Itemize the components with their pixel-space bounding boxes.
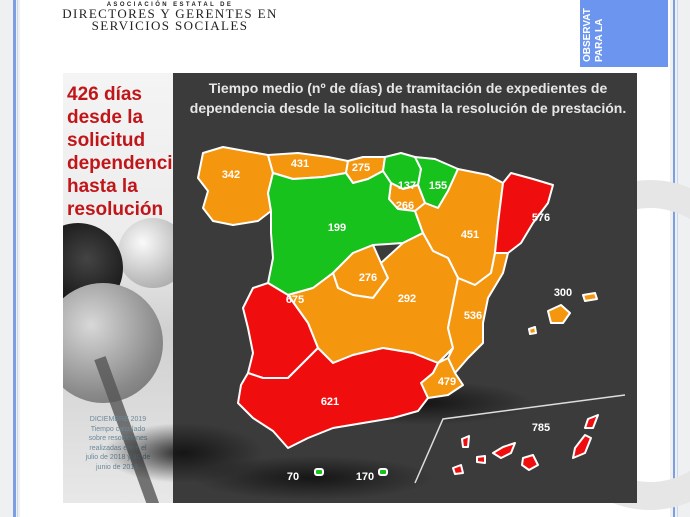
infographic-poster: 426 días desde la solicitud dependencia … <box>63 73 637 503</box>
label-andalusia: 621 <box>321 396 339 408</box>
label-catalonia: 576 <box>532 212 550 224</box>
headline: 426 días desde la solicitud dependencia … <box>67 84 173 220</box>
org-line-1: ASOCIACIÓN ESTATAL DE <box>106 2 234 8</box>
region-valencia <box>447 252 509 374</box>
region-andalusia <box>237 347 439 449</box>
region-canarias-tenerife <box>492 442 516 459</box>
page-left-margin <box>0 0 20 517</box>
region-canarias-gran-canaria <box>521 454 539 471</box>
label-la-rioja: 266 <box>396 200 414 212</box>
label-aragon: 451 <box>461 229 479 241</box>
label-ceuta: 70 <box>287 471 299 483</box>
margin-rule <box>13 0 16 517</box>
map-title: Tiempo medio (nº de días) de tramitación… <box>189 80 627 116</box>
region-canarias-hierro <box>452 464 464 475</box>
region-melilla <box>378 468 388 476</box>
organization-header: ASOCIACIÓN ESTATAL DE DIRECTORES Y GEREN… <box>40 0 300 32</box>
region-ceuta <box>314 468 324 476</box>
observatory-side-tab: OBSERVAT PARA LA <box>580 0 668 67</box>
label-baleares: 300 <box>554 287 572 299</box>
label-murcia: 479 <box>438 376 456 388</box>
spain-choropleth-map: 342 431 275 137 155 266 199 451 576 276 … <box>103 146 626 500</box>
region-canarias-la-palma <box>461 435 470 448</box>
org-line-2: DIRECTORES Y GERENTES EN <box>62 6 278 21</box>
region-canarias-lanzarote <box>584 414 599 429</box>
label-valencia: 536 <box>464 310 482 322</box>
region-canarias-fuerteventura <box>572 434 592 459</box>
region-catalonia <box>494 172 554 254</box>
org-line-3: SERVICIOS SOCIALES <box>91 18 249 33</box>
margin-rule-inner <box>17 0 18 517</box>
region-baleares-ibiza <box>528 326 537 335</box>
region-canarias-gomera <box>476 455 486 464</box>
label-extremadura: 675 <box>286 294 304 306</box>
region-baleares-menorca <box>582 292 598 302</box>
label-asturias: 431 <box>291 158 309 170</box>
region-galicia <box>197 146 274 226</box>
canarias-divider-line <box>414 394 626 484</box>
label-cantabria: 275 <box>352 162 370 174</box>
observatory-tab-text: OBSERVAT PARA LA <box>582 8 605 62</box>
label-pais-vasco: 137 <box>398 180 416 192</box>
label-castilla-leon: 199 <box>328 222 346 234</box>
decorative-pin-ball <box>118 218 173 288</box>
label-melilla: 170 <box>356 471 374 483</box>
label-navarra: 155 <box>429 180 447 192</box>
label-castilla-la-mancha: 292 <box>398 293 416 305</box>
label-madrid: 276 <box>359 272 377 284</box>
label-canarias: 785 <box>532 422 550 434</box>
label-galicia: 342 <box>222 169 240 181</box>
region-baleares <box>547 304 571 324</box>
